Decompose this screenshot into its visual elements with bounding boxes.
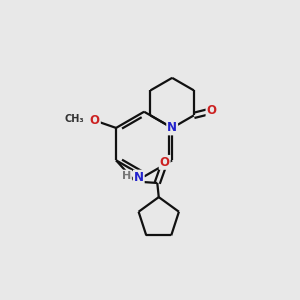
Text: H: H <box>122 171 131 181</box>
Text: O: O <box>160 156 170 169</box>
Text: O: O <box>206 104 217 118</box>
Text: N: N <box>167 122 177 134</box>
Text: O: O <box>90 114 100 127</box>
Text: N: N <box>134 171 144 184</box>
Text: CH₃: CH₃ <box>64 114 84 124</box>
